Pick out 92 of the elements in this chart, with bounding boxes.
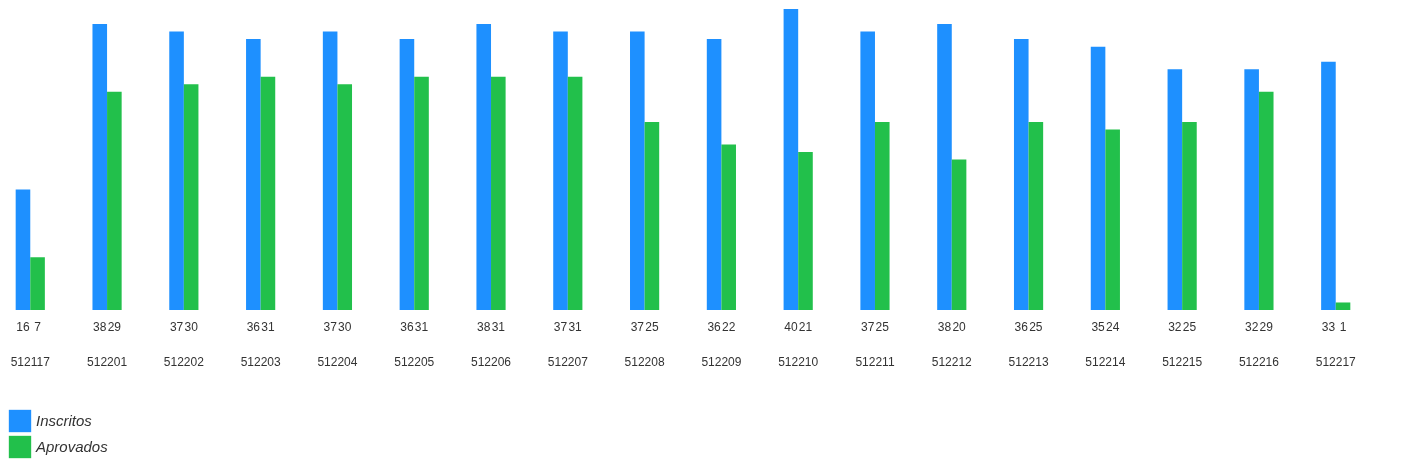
data-label: 36: [400, 320, 414, 334]
x-tick-label: 512203: [240, 354, 281, 369]
bar: [260, 76, 276, 310]
bar: [399, 39, 415, 310]
bar: [567, 76, 583, 310]
data-label: 30: [338, 320, 352, 334]
bar: [937, 24, 952, 310]
bar: [798, 151, 813, 310]
data-label: 16: [16, 320, 30, 334]
data-label: 37: [553, 320, 568, 334]
x-tick-label: 512202: [163, 354, 205, 369]
data-label: 22: [722, 320, 736, 334]
data-label: 31: [414, 320, 429, 334]
data-label: 33: [1321, 320, 1336, 334]
bar: [491, 76, 506, 310]
x-tick-label: 512208: [624, 354, 665, 369]
bar: [1321, 61, 1336, 310]
data-label: 31: [261, 320, 275, 334]
data-label: 36: [246, 320, 261, 334]
x-tick-label: 512201: [87, 354, 128, 369]
data-label: 37: [323, 320, 338, 334]
bar: [1105, 129, 1120, 310]
bar: [169, 31, 184, 310]
x-tick-label: 512212: [931, 354, 973, 369]
bar: [1335, 302, 1351, 310]
bar: [1258, 91, 1274, 310]
data-label: 20: [952, 320, 967, 334]
x-tick-label: 512209: [701, 354, 742, 369]
bar: [644, 121, 660, 310]
bar: [1090, 46, 1106, 310]
bar: [630, 31, 645, 310]
data-label: 38: [937, 320, 952, 334]
bar: [476, 24, 492, 310]
data-label: 37: [169, 320, 184, 334]
bar: [706, 39, 722, 310]
data-label: 38: [477, 320, 491, 334]
bar: [183, 84, 199, 310]
bar: [1013, 39, 1029, 310]
data-label: 37: [861, 320, 875, 334]
bar: [107, 91, 122, 310]
bar: [92, 24, 108, 310]
bar: [337, 84, 353, 310]
data-label: 31: [491, 320, 506, 334]
data-label: 36: [1014, 320, 1029, 334]
data-label: 25: [1029, 320, 1043, 334]
bar: [30, 257, 45, 310]
data-label: 32: [1244, 320, 1259, 334]
bar: [721, 144, 736, 310]
legend-label: Inscritos: [36, 412, 93, 429]
legend-label: Aprovados: [35, 438, 109, 455]
data-label: 25: [645, 320, 659, 334]
x-tick-label: 512216: [1238, 354, 1280, 369]
bar: [15, 189, 31, 310]
bar: [414, 76, 429, 310]
data-label: 36: [707, 320, 722, 334]
x-tick-label: 512207: [547, 354, 589, 369]
data-label: 24: [1105, 320, 1120, 334]
x-tick-label: 512214: [1085, 354, 1126, 369]
bar: [553, 31, 568, 310]
data-label: 29: [107, 320, 122, 334]
data-label: 29: [1259, 320, 1274, 334]
bar: [322, 31, 338, 310]
x-tick-label: 512210: [778, 354, 819, 369]
data-label: 25: [1182, 320, 1197, 334]
x-tick-label: 512204: [317, 354, 358, 369]
bar: [874, 121, 890, 310]
data-label: 30: [184, 320, 199, 334]
bar: [951, 159, 967, 310]
data-label: 37: [630, 320, 645, 334]
data-label: 21: [798, 320, 813, 334]
data-label: 40: [784, 320, 798, 334]
x-tick-label: 512217: [1315, 354, 1357, 369]
bar: [1182, 121, 1197, 310]
x-tick-label: 512215: [1162, 354, 1203, 369]
data-label: 25: [875, 320, 890, 334]
data-label: 35: [1091, 320, 1106, 334]
data-label: 7: [34, 320, 42, 334]
bar: [1244, 69, 1259, 310]
data-label: 38: [93, 320, 107, 334]
x-tick-label: 512205: [394, 354, 435, 369]
data-label: 32: [1168, 320, 1182, 334]
x-tick-label: 512206: [471, 354, 512, 369]
x-tick-label: 512211: [855, 354, 895, 369]
x-tick-label: 512117: [10, 354, 51, 369]
data-label: 31: [568, 320, 583, 334]
bar: [860, 31, 875, 310]
data-label: 1: [1339, 320, 1347, 334]
bar: [1028, 121, 1044, 310]
bar: [783, 9, 799, 310]
bar: [246, 39, 261, 310]
x-tick-label: 512213: [1008, 354, 1049, 369]
bar: [1167, 69, 1183, 310]
